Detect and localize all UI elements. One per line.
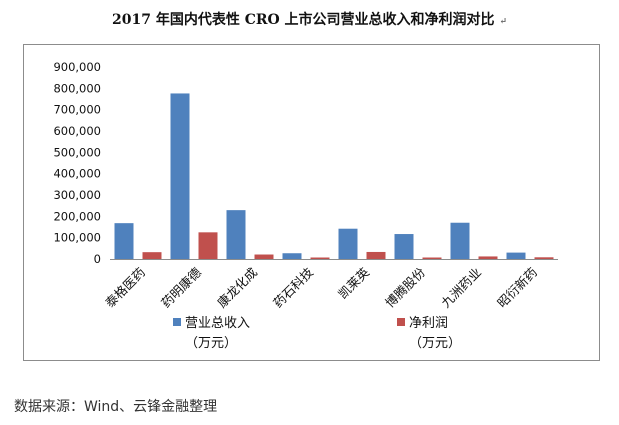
legend-revenue-label: 营业总收入 — [185, 316, 250, 331]
bar-net-profit — [254, 254, 274, 259]
legend-revenue-swatch — [173, 318, 181, 326]
x-tick-label: 昭衍新药 — [494, 265, 540, 311]
y-tick-label: 600,000 — [53, 124, 101, 138]
bar-revenue — [450, 222, 470, 259]
chart-title: 2017 年国内代表性 CRO 上市公司营业总收入和净利润对比 ↵ — [0, 9, 619, 29]
bar-revenue — [114, 223, 134, 259]
y-tick-label: 100,000 — [53, 231, 101, 245]
x-tick-label: 博腾股份 — [382, 264, 428, 310]
bar-net-profit — [422, 257, 442, 259]
y-tick-label: 800,000 — [53, 81, 101, 95]
bar-revenue — [394, 234, 414, 259]
x-tick-label: 药明康德 — [158, 264, 204, 310]
bar-net-profit — [478, 256, 498, 259]
legend-net-profit-label: 净利润 — [409, 316, 448, 331]
bar-revenue — [170, 93, 190, 259]
x-tick-label: 泰格医药 — [102, 265, 148, 311]
return-mark: ↵ — [499, 17, 507, 27]
bar-net-profit — [310, 257, 330, 259]
bar-net-profit — [198, 232, 218, 259]
chart-frame — [23, 44, 600, 361]
x-tick-label: 九洲药业 — [438, 265, 484, 311]
x-tick-label: 药石科技 — [270, 264, 316, 310]
source-note: 数据来源：Wind、云锋金融整理 — [14, 399, 218, 415]
bar-revenue — [226, 210, 246, 259]
x-tick-label: 康龙化成 — [214, 265, 260, 311]
x-tick-label: 凯莱英 — [335, 264, 372, 301]
y-tick-label: 0 — [94, 252, 101, 266]
legend-net-profit-unit: （万元） — [409, 336, 461, 351]
y-tick-label: 400,000 — [53, 167, 101, 181]
y-tick-label: 500,000 — [53, 145, 101, 159]
y-tick-label: 700,000 — [53, 103, 101, 117]
bar-net-profit — [142, 252, 162, 259]
bar-net-profit — [366, 251, 386, 259]
bar-revenue — [338, 228, 358, 259]
y-tick-label: 900,000 — [53, 60, 101, 74]
legend-net-profit-swatch — [397, 318, 405, 326]
bar-revenue — [506, 252, 526, 259]
chart-title-text: 2017 年国内代表性 CRO 上市公司营业总收入和净利润对比 — [112, 12, 495, 28]
bar-net-profit — [534, 257, 554, 259]
y-tick-label: 200,000 — [53, 209, 101, 223]
legend-revenue-unit: （万元） — [185, 336, 237, 351]
y-tick-label: 300,000 — [53, 188, 101, 202]
bar-revenue — [282, 253, 302, 259]
